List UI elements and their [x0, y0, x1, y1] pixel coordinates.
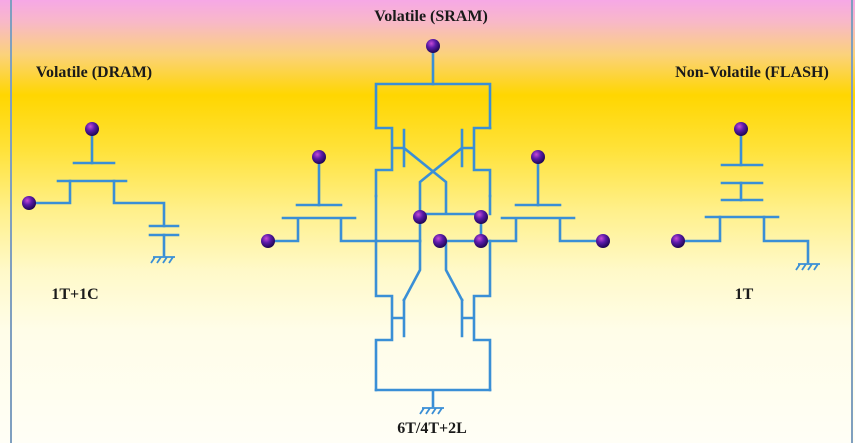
dram-caption: 1T+1C	[51, 286, 99, 303]
flash-caption: 1T	[734, 286, 754, 303]
sram-title: Volatile (SRAM)	[374, 8, 488, 25]
dram-wordline-node	[85, 122, 99, 136]
sram-vdd-rail	[374, 82, 492, 130]
sram-wordline-right-node	[531, 150, 545, 164]
sram-ground-symbol	[419, 407, 444, 415]
sram-access-right	[479, 203, 605, 243]
dram-cell	[28, 128, 180, 264]
flash-drain-wire	[762, 215, 810, 264]
sram-pulldown-left	[374, 239, 406, 392]
flash-cell	[676, 128, 820, 271]
flash-source-wire	[676, 215, 722, 243]
dram-bitline-wire	[28, 179, 72, 205]
flash-source-node	[671, 234, 685, 248]
sram-bitline-left-node	[261, 234, 275, 248]
flash-title: Non-Volatile (FLASH)	[675, 64, 829, 81]
dram-capacitor	[148, 224, 180, 237]
sram-inner-lower	[402, 239, 464, 302]
terminal-nodes	[22, 39, 748, 248]
sram-node-rail	[374, 194, 492, 243]
dram-storage-wire	[112, 179, 166, 228]
dram-title: Volatile (DRAM)	[35, 64, 153, 81]
flash-ground-symbol	[795, 263, 820, 271]
sram-pullup-left	[374, 126, 406, 198]
sram-bitline-right-node	[596, 234, 610, 248]
sram-storage-node-c	[433, 234, 447, 248]
sram-storage-node-b	[474, 210, 488, 224]
sram-storage-node-a	[413, 210, 427, 224]
flash-wordline-node	[734, 122, 748, 136]
sram-cross-couple	[402, 146, 483, 243]
sram-storage-node-d	[474, 234, 488, 248]
sram-access-left	[266, 203, 422, 243]
sram-ground-rail	[374, 388, 492, 408]
sram-caption: 6T/4T+2L	[397, 420, 467, 437]
sram-wordline-left-node	[312, 150, 326, 164]
sram-vdd-node	[426, 39, 440, 53]
sram-cell	[266, 44, 605, 415]
dram-bitline-node	[22, 196, 36, 210]
sram-pullup-right	[460, 126, 492, 198]
sram-pulldown-right	[460, 239, 492, 392]
dram-ground-symbol	[150, 256, 175, 264]
